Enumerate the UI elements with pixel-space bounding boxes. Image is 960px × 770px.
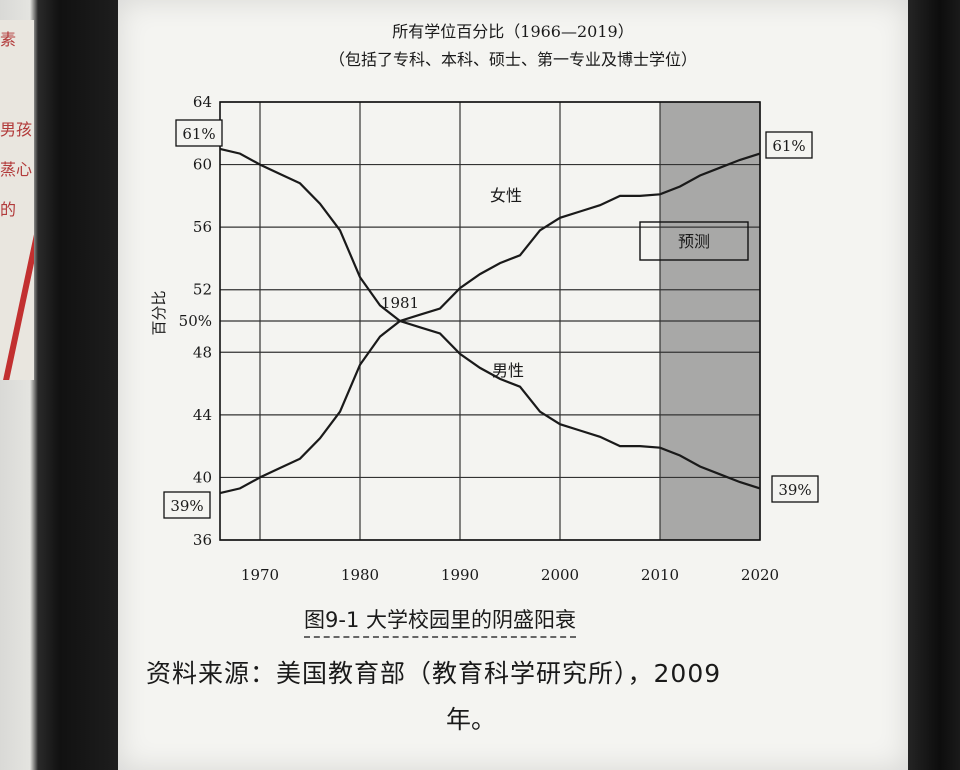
end-female-callout-box — [765, 131, 813, 159]
x-tick-label: 2020 — [741, 566, 779, 584]
x-tick-label: 1970 — [241, 566, 279, 584]
end-female-callout: 61% — [772, 137, 805, 155]
plot-frame — [219, 101, 761, 541]
chart-subtitle: （包括了专科、本科、硕士、第一专业及博士学位） — [328, 50, 697, 69]
chart-svg: 36 40 44 48 50% 52 56 60 64 1970 1980 1990 2000 2010 2… — [150, 93, 819, 584]
forecast-label-box — [639, 221, 749, 261]
series-label-female: 女性 — [490, 186, 522, 205]
source-note-end: 年。 — [446, 705, 497, 734]
y-tick-label: 56 — [193, 218, 212, 236]
end-male-callout-box — [771, 475, 819, 503]
crossover-label-1981: 1981 — [381, 294, 419, 312]
forecast-label: 预测 — [678, 232, 710, 251]
book-edge-right — [900, 0, 960, 770]
y-tick-label: 60 — [193, 156, 212, 174]
series-line-female — [219, 152, 761, 495]
series-label-male: 男性 — [492, 361, 524, 380]
y-tick-label: 50% — [179, 312, 212, 330]
y-tick-label: 64 — [193, 93, 212, 111]
end-male-callout: 39% — [778, 481, 811, 499]
x-tick-label: 1990 — [441, 566, 479, 584]
x-tick-label: 2000 — [541, 566, 579, 584]
y-axis-label: 百分比 — [150, 290, 168, 335]
start-female-callout-box — [175, 119, 223, 147]
x-tick-label: 1980 — [341, 566, 379, 584]
adjacent-text-4: 的 — [0, 200, 17, 219]
adjacent-text-2: 男孩 — [0, 120, 33, 139]
start-male-callout: 39% — [170, 497, 203, 515]
source-note: 资料来源：美国教育部（教育科学研究所），2009 — [146, 659, 722, 688]
y-tick-label: 52 — [193, 281, 212, 299]
series-line-male — [219, 147, 761, 490]
figure-caption: 图9-1 大学校园里的阴盛阳衰 — [304, 604, 576, 638]
y-tick-label: 48 — [193, 343, 212, 361]
y-tick-label: 40 — [193, 468, 212, 486]
adjacent-text-3: 蒸心 — [0, 160, 33, 179]
y-tick-label: 44 — [193, 406, 212, 424]
start-male-callout-box — [163, 491, 211, 519]
adjacent-text-1: 素 — [0, 30, 17, 49]
book-page: 所有学位百分比（1966—2019） （包括了专科、本科、硕士、第一专业及博士学… — [118, 0, 908, 770]
adjacent-page: 素 男孩 蒸心 的 — [0, 20, 34, 380]
chart-title: 所有学位百分比（1966—2019） — [392, 22, 634, 41]
x-tick-label: 2010 — [641, 566, 679, 584]
start-female-callout: 61% — [182, 125, 215, 143]
y-tick-label: 36 — [193, 531, 212, 549]
